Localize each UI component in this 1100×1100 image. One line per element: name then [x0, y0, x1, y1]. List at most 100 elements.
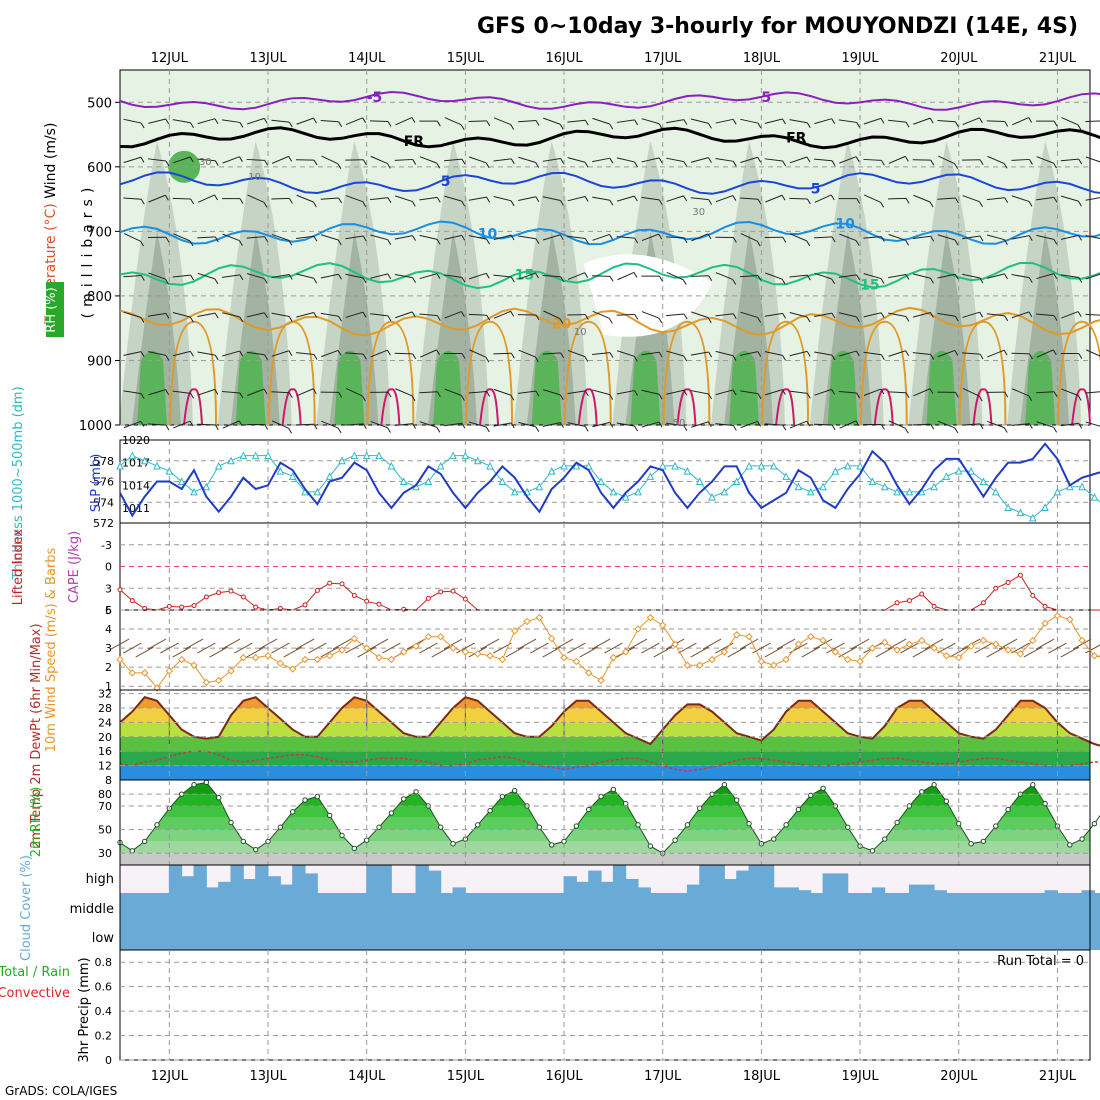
wind-barb [1028, 117, 1033, 123]
cloud-bar [908, 893, 923, 921]
cloud-bar [945, 921, 960, 950]
wind-speed-point [523, 617, 531, 626]
thickness-point [806, 487, 815, 496]
wind-speed-point [325, 652, 334, 660]
li-point [364, 598, 370, 604]
wind-barb [863, 236, 882, 239]
wind-barb [238, 420, 243, 427]
cloud-bar [304, 873, 318, 893]
wind-barb [905, 121, 910, 128]
wind-barb [321, 155, 339, 165]
wind-barb [641, 233, 659, 242]
date-label-top: 16JUL [545, 51, 583, 66]
li-axis-label: Lifted Index [11, 528, 26, 605]
wind-barb [690, 197, 709, 201]
cloud-bar [884, 893, 898, 921]
cloud-bar [205, 887, 220, 893]
wind-barb [789, 312, 808, 318]
cloud-bar [674, 921, 688, 950]
rh-point [549, 842, 555, 848]
rh-point [882, 836, 888, 842]
wind-speed-point [1078, 636, 1086, 645]
rh-point [141, 838, 148, 845]
wind-barb [197, 423, 216, 426]
thickness-point [399, 477, 408, 485]
wind-barb [764, 118, 783, 124]
cloud-bar [218, 881, 232, 893]
thickness-point [584, 461, 593, 470]
rh-point [771, 836, 777, 842]
rh-shading [1025, 350, 1056, 425]
wind-barb [806, 156, 811, 163]
wind-barb [197, 312, 216, 318]
wind-speed-point [683, 661, 692, 669]
wind-barb [264, 236, 269, 242]
isotherm-20-loop [859, 320, 908, 426]
li-point [228, 588, 234, 594]
cloud-bar [884, 921, 898, 950]
wind-barb [535, 120, 540, 126]
wind-barb [486, 196, 490, 203]
wind-barb [1004, 315, 1009, 322]
wind-barb [296, 312, 314, 318]
wind-barb [1077, 200, 1082, 207]
wind-barb [535, 196, 540, 203]
cloud-bar [995, 921, 1009, 950]
wind-barb [296, 352, 315, 355]
wind-barb [567, 390, 586, 395]
cloud-bar [119, 893, 133, 921]
wind-barb [338, 315, 343, 322]
wind-barb [1085, 391, 1100, 394]
cloud-bar [464, 893, 479, 921]
wind-barb [732, 355, 737, 361]
wind-barb [436, 273, 441, 279]
cloud-bar [452, 887, 466, 893]
wind-barb [617, 350, 635, 357]
wind-barb [781, 389, 786, 395]
wind-barb [246, 312, 265, 318]
wind-barb [320, 197, 339, 200]
cloud-bar [1093, 893, 1100, 921]
isotherm-label: FR [404, 134, 425, 150]
rh-point [684, 822, 691, 828]
cloud-bar [341, 893, 355, 921]
wind-barb [986, 120, 1005, 122]
rh-shading [583, 254, 713, 337]
wind-speed-point [202, 678, 211, 687]
cloud-bar [797, 893, 812, 921]
date-label-top: 14JUL [348, 51, 386, 66]
wind-barb [239, 122, 244, 128]
wind-barb [658, 317, 663, 324]
wind-barb [1003, 349, 1008, 356]
cloud-bar [366, 865, 380, 893]
wind-barb [173, 420, 191, 429]
wind-barb [246, 158, 265, 161]
wind-barb [929, 201, 934, 208]
cloud-bar [797, 890, 812, 893]
rh-point [845, 824, 851, 830]
wind-barb [486, 391, 491, 397]
date-label-bottom: 14JUL [348, 1069, 386, 1084]
thickness-point [362, 451, 371, 460]
wind-barb [395, 117, 413, 126]
wind-barb [732, 119, 737, 125]
wind-barb [1011, 423, 1030, 426]
wind-barb [707, 233, 712, 240]
wind-barb [1011, 274, 1030, 279]
wind-barb [264, 354, 269, 361]
wind-barb [740, 156, 758, 164]
wind-barb [320, 273, 339, 279]
wind-barb-10m [332, 638, 352, 650]
wind-barb [189, 351, 194, 357]
wind-barb [197, 194, 215, 203]
rh-point [351, 845, 358, 852]
thickness-point [177, 477, 186, 485]
isotherm-20-loop [267, 320, 316, 426]
cloud-bar [181, 893, 195, 921]
wind-barb [271, 312, 290, 318]
wind-barb [979, 201, 983, 207]
wind-barb [222, 420, 240, 429]
wind-barb [493, 158, 512, 162]
wind-barb [288, 240, 293, 246]
rh-point [709, 791, 715, 797]
